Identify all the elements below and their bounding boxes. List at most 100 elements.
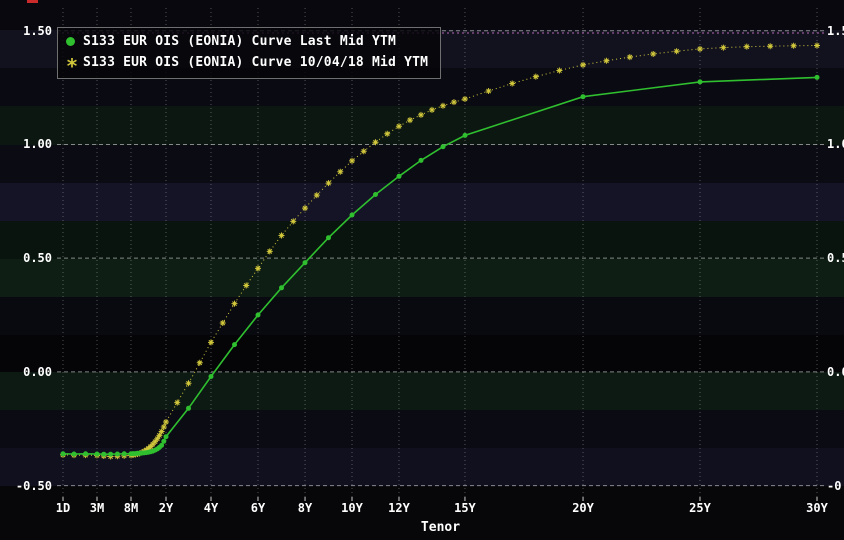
data-point-marker — [720, 44, 727, 51]
data-point-marker — [509, 80, 516, 87]
data-point-marker — [580, 94, 586, 100]
x-tick-label: 12Y — [388, 501, 410, 515]
legend-item[interactable]: S133 EUR OIS (EONIA) Curve Last Mid YTM — [66, 31, 428, 52]
data-point-marker — [108, 451, 114, 457]
y-axis-right: 1.50 1.00 0.50 0.00 -0.50 — [827, 0, 844, 540]
x-tick-label: 20Y — [572, 501, 594, 515]
data-point-marker — [162, 418, 169, 425]
data-point-marker — [266, 248, 273, 255]
data-point-marker — [384, 130, 391, 137]
data-point-marker — [673, 48, 680, 55]
data-point-marker — [255, 312, 261, 318]
data-point-marker — [302, 260, 308, 266]
data-point-marker — [814, 74, 820, 80]
data-point-marker — [219, 320, 226, 327]
data-point-marker — [603, 57, 610, 64]
data-point-marker — [196, 359, 203, 366]
data-point-marker — [159, 442, 165, 448]
data-point-marker — [208, 374, 214, 379]
y-tick-label: 0.00 — [827, 364, 844, 379]
data-point-marker — [396, 173, 402, 179]
y-tick-label: 1.50 — [23, 23, 52, 38]
data-point-marker — [154, 435, 161, 442]
data-point-marker — [360, 148, 367, 155]
data-point-marker — [278, 232, 285, 239]
data-point-marker — [428, 106, 435, 113]
data-point-marker — [161, 438, 167, 444]
data-point-marker — [767, 43, 774, 50]
data-point-marker — [697, 79, 703, 85]
data-point-marker — [650, 50, 657, 57]
data-point-marker — [101, 451, 107, 457]
data-point-marker — [337, 168, 344, 175]
x-tick-label: 1D — [55, 501, 71, 515]
x-tick-label: 8Y — [297, 501, 313, 515]
data-point-marker — [174, 399, 181, 406]
data-point-marker — [152, 438, 159, 445]
x-tick-label: 8M — [123, 501, 139, 515]
data-point-marker — [325, 180, 332, 187]
data-point-marker — [231, 300, 238, 307]
y-tick-label: 0.00 — [23, 364, 52, 379]
data-point-marker — [290, 218, 297, 225]
data-point-marker — [814, 42, 820, 49]
data-point-marker — [349, 157, 356, 164]
x-tick-label: 6Y — [250, 501, 266, 515]
data-point-marker — [302, 205, 309, 212]
data-point-marker — [313, 192, 320, 199]
alert-marker — [27, 0, 38, 3]
x-tick-label: 2Y — [158, 501, 174, 515]
data-point-marker — [696, 45, 703, 52]
x-tick-label: 3M — [89, 501, 105, 515]
legend: S133 EUR OIS (EONIA) Curve Last Mid YTM *… — [57, 27, 442, 79]
data-point-marker — [326, 235, 331, 241]
x-tick-label: 15Y — [454, 501, 476, 515]
x-tick-label: 10Y — [341, 501, 363, 515]
data-point-marker — [450, 99, 457, 106]
legend-label: S133 EUR OIS (EONIA) Curve 10/04/18 Mid … — [83, 55, 429, 70]
data-point-marker — [149, 441, 156, 448]
data-point-marker — [232, 342, 237, 348]
y-tick-label: 0.50 — [23, 251, 52, 266]
data-point-marker — [532, 73, 539, 80]
data-point-marker — [186, 405, 191, 411]
data-point-marker — [158, 428, 165, 435]
data-point-marker — [790, 42, 797, 49]
x-tick-label: 4Y — [203, 501, 219, 515]
data-point-marker — [743, 43, 750, 50]
y-axis-left: 1.50 1.00 0.50 0.00 -0.50 — [0, 0, 52, 540]
data-point-marker — [461, 95, 468, 102]
data-point-marker — [60, 451, 66, 457]
data-point-marker — [440, 144, 446, 150]
data-point-marker — [439, 102, 446, 109]
data-point-marker — [556, 67, 563, 74]
data-point-marker — [121, 451, 127, 457]
legend-item[interactable]: * S133 EUR OIS (EONIA) Curve 10/04/18 Mid… — [66, 52, 429, 78]
data-point-marker — [373, 192, 378, 197]
data-point-marker — [254, 265, 261, 272]
x-axis-title: Tenor — [420, 520, 461, 535]
data-point-marker — [83, 451, 89, 457]
y-tick-label: -0.50 — [827, 478, 844, 493]
data-point-marker — [626, 54, 633, 61]
data-point-marker — [485, 88, 492, 95]
legend-label: S133 EUR OIS (EONIA) Curve Last Mid YTM — [83, 34, 397, 49]
x-tick-label: 30Y — [806, 501, 828, 515]
x-tick-label: 25Y — [689, 501, 711, 515]
data-point-marker — [395, 123, 402, 130]
data-point-marker — [208, 339, 215, 346]
y-tick-label: 0.50 — [827, 251, 844, 266]
legend-marker-circle-icon — [66, 37, 75, 46]
y-tick-label: -0.50 — [15, 478, 52, 493]
y-tick-label: 1.00 — [23, 137, 52, 152]
data-point-marker — [349, 212, 355, 218]
data-point-marker — [417, 111, 424, 118]
data-point-marker — [114, 451, 120, 457]
legend-marker-asterisk-icon: * — [66, 54, 79, 78]
data-point-marker — [163, 434, 169, 440]
data-point-marker — [462, 132, 468, 138]
data-point-marker — [147, 443, 154, 450]
